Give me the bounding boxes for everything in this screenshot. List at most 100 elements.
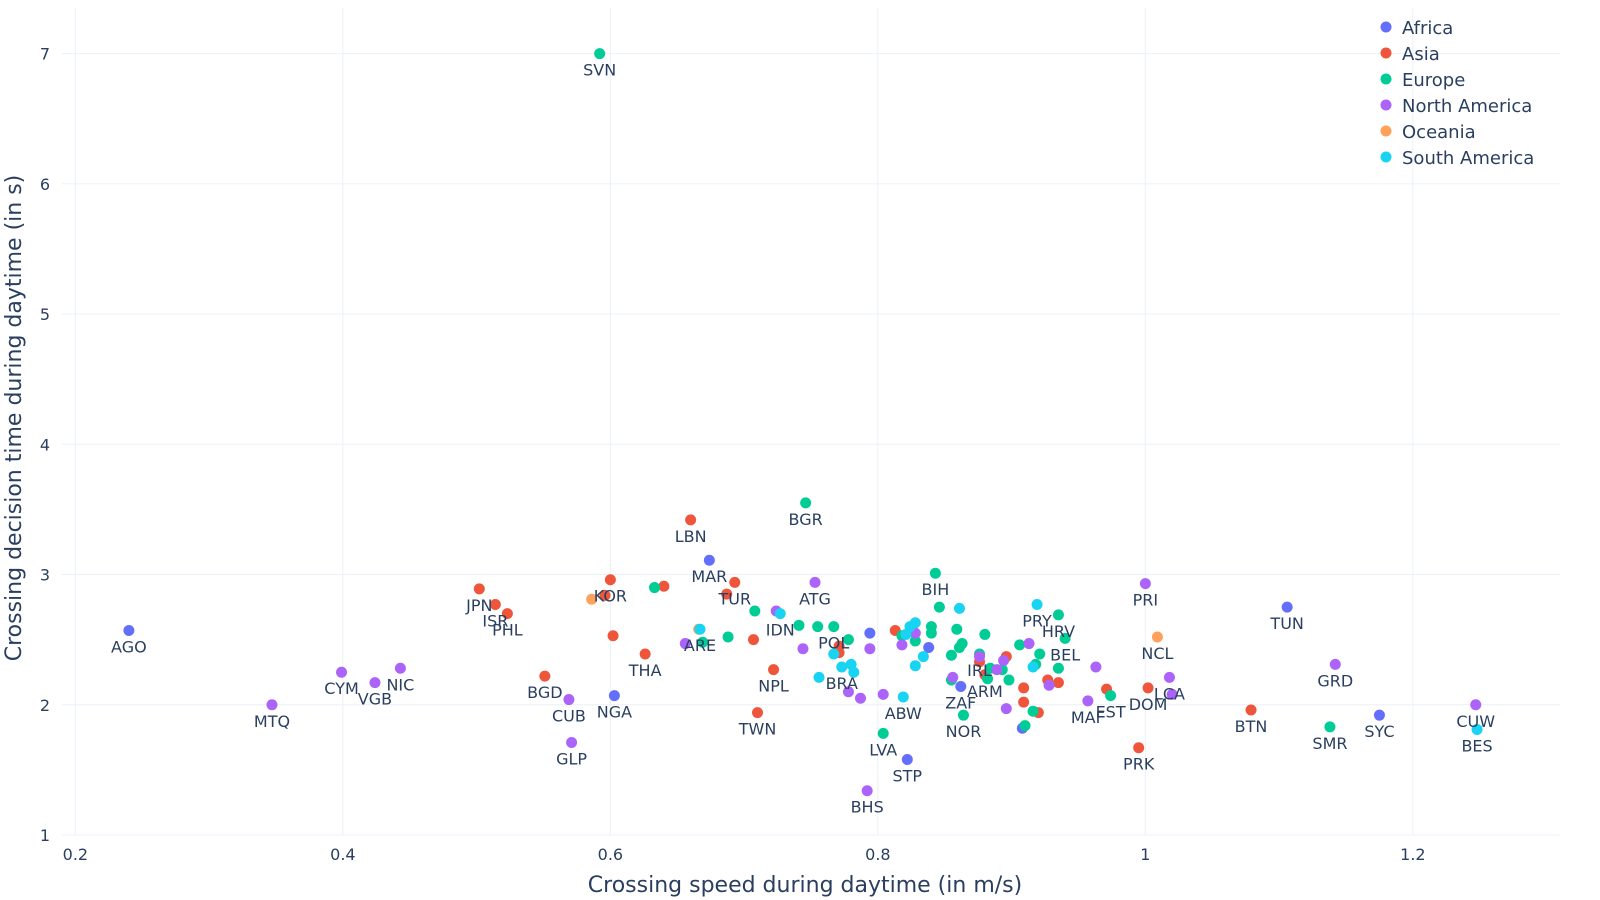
- data-point-north-america[interactable]: [394, 662, 406, 674]
- data-point-europe[interactable]: [909, 635, 921, 647]
- data-point-south-america[interactable]: [897, 691, 909, 703]
- data-point-europe[interactable]: [1003, 674, 1015, 686]
- data-point-north-america[interactable]: [1139, 578, 1151, 590]
- data-point-europe[interactable]: [982, 673, 994, 685]
- legend-marker-asia[interactable]: [1380, 47, 1392, 59]
- data-point-asia[interactable]: [607, 630, 619, 642]
- data-point-asia[interactable]: [1245, 704, 1257, 716]
- legend-label-europe[interactable]: Europe: [1402, 70, 1465, 91]
- data-point-south-america[interactable]: [1031, 598, 1043, 610]
- data-point-north-america[interactable]: [336, 666, 348, 678]
- data-point-europe[interactable]: [828, 621, 840, 633]
- data-point-africa[interactable]: [1373, 709, 1385, 721]
- data-point-north-america[interactable]: [864, 643, 876, 655]
- data-point-africa[interactable]: [703, 554, 715, 566]
- data-point-north-america[interactable]: [1023, 638, 1035, 650]
- data-point-north-america[interactable]: [1082, 695, 1094, 707]
- data-point-africa[interactable]: [1281, 601, 1293, 613]
- data-point-europe[interactable]: [929, 567, 941, 579]
- legend-marker-oceania[interactable]: [1380, 125, 1392, 137]
- data-point-europe[interactable]: [945, 649, 957, 661]
- legend-marker-europe[interactable]: [1380, 73, 1392, 85]
- data-point-europe[interactable]: [697, 636, 709, 648]
- data-point-europe[interactable]: [877, 727, 889, 739]
- data-point-europe[interactable]: [649, 582, 661, 594]
- data-point-north-america[interactable]: [991, 664, 1003, 676]
- data-point-asia[interactable]: [604, 574, 616, 586]
- data-point-asia[interactable]: [539, 670, 551, 682]
- data-point-south-america[interactable]: [828, 648, 840, 660]
- data-point-europe[interactable]: [951, 623, 963, 635]
- data-point-north-america[interactable]: [842, 686, 854, 698]
- data-point-europe[interactable]: [793, 619, 805, 631]
- legend-label-south-america[interactable]: South America: [1402, 148, 1534, 169]
- data-point-europe[interactable]: [1019, 720, 1031, 732]
- data-point-south-america[interactable]: [774, 608, 786, 620]
- data-point-africa[interactable]: [923, 641, 935, 653]
- data-point-north-america[interactable]: [947, 671, 959, 683]
- data-point-asia[interactable]: [833, 640, 845, 652]
- legend-marker-africa[interactable]: [1380, 21, 1392, 33]
- data-point-asia[interactable]: [1052, 677, 1064, 689]
- data-point-south-america[interactable]: [909, 660, 921, 672]
- data-point-asia[interactable]: [639, 648, 651, 660]
- data-point-asia[interactable]: [599, 589, 611, 601]
- data-point-asia[interactable]: [1133, 742, 1145, 754]
- data-point-asia[interactable]: [1142, 682, 1154, 694]
- data-point-asia[interactable]: [1018, 682, 1030, 694]
- data-point-europe[interactable]: [979, 628, 991, 640]
- legend-label-asia[interactable]: Asia: [1402, 44, 1440, 65]
- data-point-europe[interactable]: [1052, 662, 1064, 674]
- data-point-europe[interactable]: [749, 605, 761, 617]
- data-point-asia[interactable]: [1018, 696, 1030, 708]
- data-point-europe[interactable]: [933, 601, 945, 613]
- data-point-south-america[interactable]: [836, 661, 848, 673]
- data-point-north-america[interactable]: [369, 677, 381, 689]
- data-point-north-america[interactable]: [809, 576, 821, 588]
- data-point-asia[interactable]: [501, 608, 513, 620]
- data-point-africa[interactable]: [901, 753, 913, 765]
- data-point-oceania[interactable]: [586, 593, 598, 605]
- data-point-europe[interactable]: [594, 48, 606, 60]
- legend[interactable]: Africa Asia Europe North America Oceania Sout…: [1380, 18, 1535, 169]
- data-point-north-america[interactable]: [974, 651, 986, 663]
- data-point-north-america[interactable]: [1470, 699, 1482, 711]
- data-point-europe[interactable]: [957, 709, 969, 721]
- data-point-africa[interactable]: [864, 627, 876, 639]
- data-point-south-america[interactable]: [1471, 724, 1483, 736]
- data-point-europe[interactable]: [1014, 639, 1026, 651]
- data-point-north-america[interactable]: [1000, 703, 1012, 715]
- data-point-north-america[interactable]: [566, 737, 578, 749]
- data-point-north-america[interactable]: [797, 643, 809, 655]
- data-point-south-america[interactable]: [694, 623, 706, 635]
- data-point-north-america[interactable]: [877, 688, 889, 700]
- legend-label-oceania[interactable]: Oceania: [1402, 122, 1476, 143]
- data-point-europe[interactable]: [1052, 609, 1064, 621]
- data-point-europe[interactable]: [925, 627, 937, 639]
- data-point-asia[interactable]: [473, 583, 485, 595]
- legend-marker-south-america[interactable]: [1380, 151, 1392, 163]
- data-point-europe[interactable]: [812, 621, 824, 633]
- data-point-europe[interactable]: [956, 638, 968, 650]
- data-point-europe[interactable]: [1324, 721, 1336, 733]
- data-point-asia[interactable]: [752, 707, 763, 719]
- data-point-europe[interactable]: [800, 497, 812, 509]
- data-point-europe[interactable]: [1027, 705, 1039, 717]
- data-point-asia[interactable]: [747, 634, 759, 646]
- data-point-oceania[interactable]: [1151, 631, 1163, 643]
- data-point-asia[interactable]: [721, 588, 733, 600]
- data-point-north-america[interactable]: [896, 639, 908, 651]
- data-point-south-america[interactable]: [1027, 661, 1039, 673]
- data-point-asia[interactable]: [658, 580, 670, 592]
- data-point-north-america[interactable]: [1043, 679, 1055, 691]
- data-point-south-america[interactable]: [909, 617, 921, 629]
- data-point-south-america[interactable]: [813, 671, 825, 683]
- data-point-europe[interactable]: [722, 631, 734, 643]
- data-point-europe[interactable]: [1034, 648, 1046, 660]
- data-point-asia[interactable]: [729, 576, 741, 588]
- legend-marker-north-america[interactable]: [1380, 99, 1392, 111]
- data-point-asia[interactable]: [768, 664, 780, 676]
- data-point-europe[interactable]: [842, 634, 854, 646]
- data-point-north-america[interactable]: [1166, 688, 1178, 700]
- data-point-europe[interactable]: [1059, 632, 1071, 644]
